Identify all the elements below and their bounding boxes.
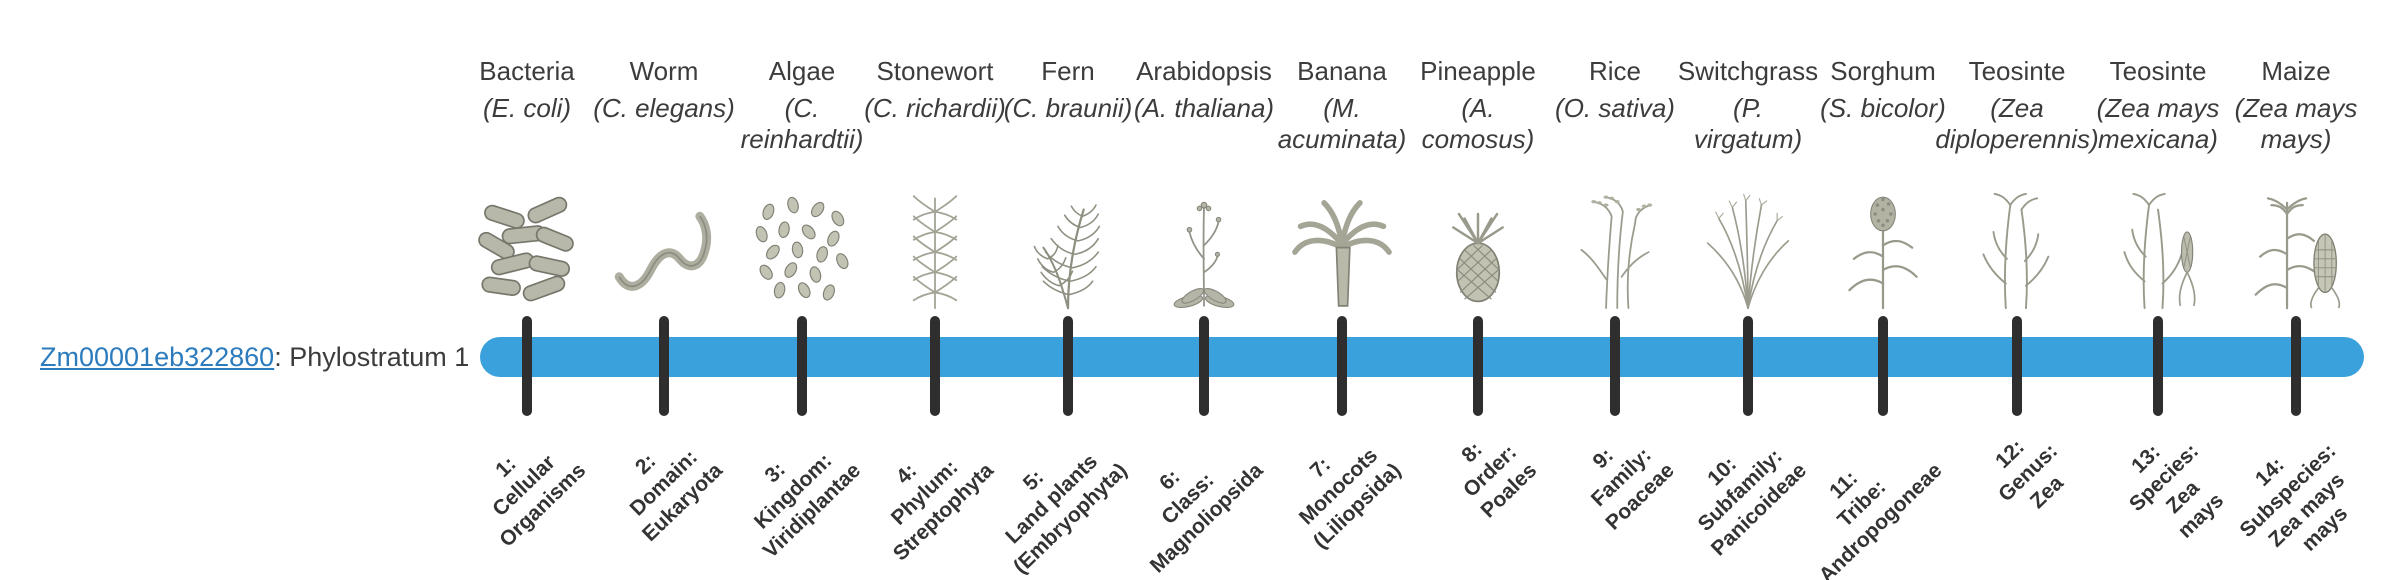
rice-illustration [1559,189,1671,313]
arabidopsis-illustration [1148,189,1260,313]
organism-column: Switchgrass (P. virgatum) [1666,55,1830,313]
stratum-label: 12: Genus: Zea [1990,435,2068,513]
organism-scientific-name: (C. elegans) [593,93,735,123]
organism-column: Teosinte (Zea diploperennis) [1935,55,2099,313]
phylostratum-tick [2153,316,2163,416]
teosinte-illustration [1961,189,2073,313]
phylostratum-tick [659,316,669,416]
phylostratum-tick [2012,316,2022,416]
phylostratum-tick [1610,316,1620,416]
organism-common-name: Sorghum [1830,56,1936,86]
stratum-label: 7: Monocots (Liliopsida) [1294,444,1406,553]
organism-common-name: Teosinte [2109,56,2207,86]
organism-common-name: Teosinte [1968,56,2066,86]
organism-scientific-name: (A. comosus) [1421,93,1535,154]
teosinte-illustration [2102,189,2214,313]
stratum-label: 2: Domain: Eukaryota [626,445,728,546]
stratum-label: 3: Kingdom: Viridiplantae [750,449,866,563]
phylostratum-tick [797,316,807,416]
stratum-label: 1: Cellular Organisms [488,450,591,552]
organism-column: Pineapple (A. comosus) [1396,55,1560,313]
organism-scientific-name: (A. thaliana) [1133,93,1275,123]
phylostratum-tick [1473,316,1483,416]
phylostratum-tick [522,316,532,416]
phylostratum-tick [2291,316,2301,416]
phylostratum-tick [1063,316,1073,416]
stratum-label: 5: Land plants (Embryophyta) [1001,450,1132,578]
banana-illustration [1286,189,1398,313]
organism-column: Rice (O. sativa) [1533,55,1697,313]
stratum-label: 4: Phylum: Streptophyta [887,455,999,565]
stratum-label: 11: Tribe: Andropogoneae [1814,458,1947,580]
switchgrass-illustration [1692,189,1804,313]
bacteria-illustration [471,189,583,313]
organism-common-name: Fern [1041,56,1095,86]
phylostratum-tick [1743,316,1753,416]
fern-illustration [1012,189,1124,313]
phylostratum-tick [1337,316,1347,416]
phylostratum-tick [1199,316,1209,416]
stratum-label: 9: Family: Poaceae [1586,443,1679,535]
organism-scientific-name: (P. virgatum) [1693,93,1803,154]
organism-column: Worm (C. elegans) [582,55,746,313]
stonewort-illustration [879,189,991,313]
organism-column: Algae (C. reinhardtii) [720,55,884,313]
stratum-label: 13: Species: Zea mays [2124,439,2228,543]
organism-common-name: Switchgrass [1677,56,1819,86]
phylostratum-tick [930,316,940,416]
organism-scientific-name: (O. sativa) [1555,93,1675,123]
maize-illustration [2240,189,2352,313]
organism-common-name: Maize [2261,56,2331,86]
organism-scientific-name: (E. coli) [482,93,572,123]
organism-scientific-name: (C. reinhardtii) [740,93,864,154]
organism-common-name: Banana [1297,56,1387,86]
organism-scientific-name: (Zea mays mexicana) [2096,93,2220,154]
worm-illustration [608,189,720,313]
organism-column: Stonewort (C. richardii) [853,55,1017,313]
organism-column: Arabidopsis (A. thaliana) [1122,55,1286,313]
sorghum-illustration [1827,189,1939,313]
organism-scientific-name: (M. acuminata) [1277,93,1407,154]
organism-column: Banana (M. acuminata) [1260,55,1424,313]
pineapple-illustration [1422,189,1534,313]
phylostratum-text: : Phylostratum 1 [274,342,470,372]
organism-scientific-name: (Zea diploperennis) [1935,93,2099,154]
organism-scientific-name: (Zea mays mays) [2234,93,2358,154]
gene-id-link[interactable]: Zm00001eb322860 [40,342,275,372]
organism-scientific-name: (C. braunii) [1003,93,1133,123]
organism-common-name: Pineapple [1420,56,1536,86]
organism-column: Fern (C. braunii) [986,55,1150,313]
stratum-label: 14: Subspecies: Zea mays mays [2235,439,2353,556]
organism-column: Bacteria (E. coli) [445,55,609,313]
organism-column: Sorghum (S. bicolor) [1801,55,1965,313]
organism-common-name: Arabidopsis [1136,56,1272,86]
organism-common-name: Stonewort [876,56,994,86]
phylostratum-tick [1878,316,1888,416]
organism-common-name: Bacteria [479,56,575,86]
organism-column: Maize (Zea mays mays) [2214,55,2378,313]
organism-common-name: Worm [629,56,699,86]
organism-scientific-name: (S. bicolor) [1820,93,1946,123]
organism-common-name: Algae [768,56,836,86]
organism-scientific-name: (C. richardii) [864,93,1006,123]
phylostratum-bar [480,337,2364,377]
organism-column: Teosinte (Zea mays mexicana) [2076,55,2240,313]
stratum-label: 8: Order: Poales [1457,437,1542,523]
gene-label: Zm00001eb322860: Phylostratum 1 [40,342,469,373]
stratum-label: 6: Class: Magnoliopsida [1145,458,1268,578]
organism-common-name: Rice [1588,56,1641,86]
algae-illustration [746,189,858,313]
